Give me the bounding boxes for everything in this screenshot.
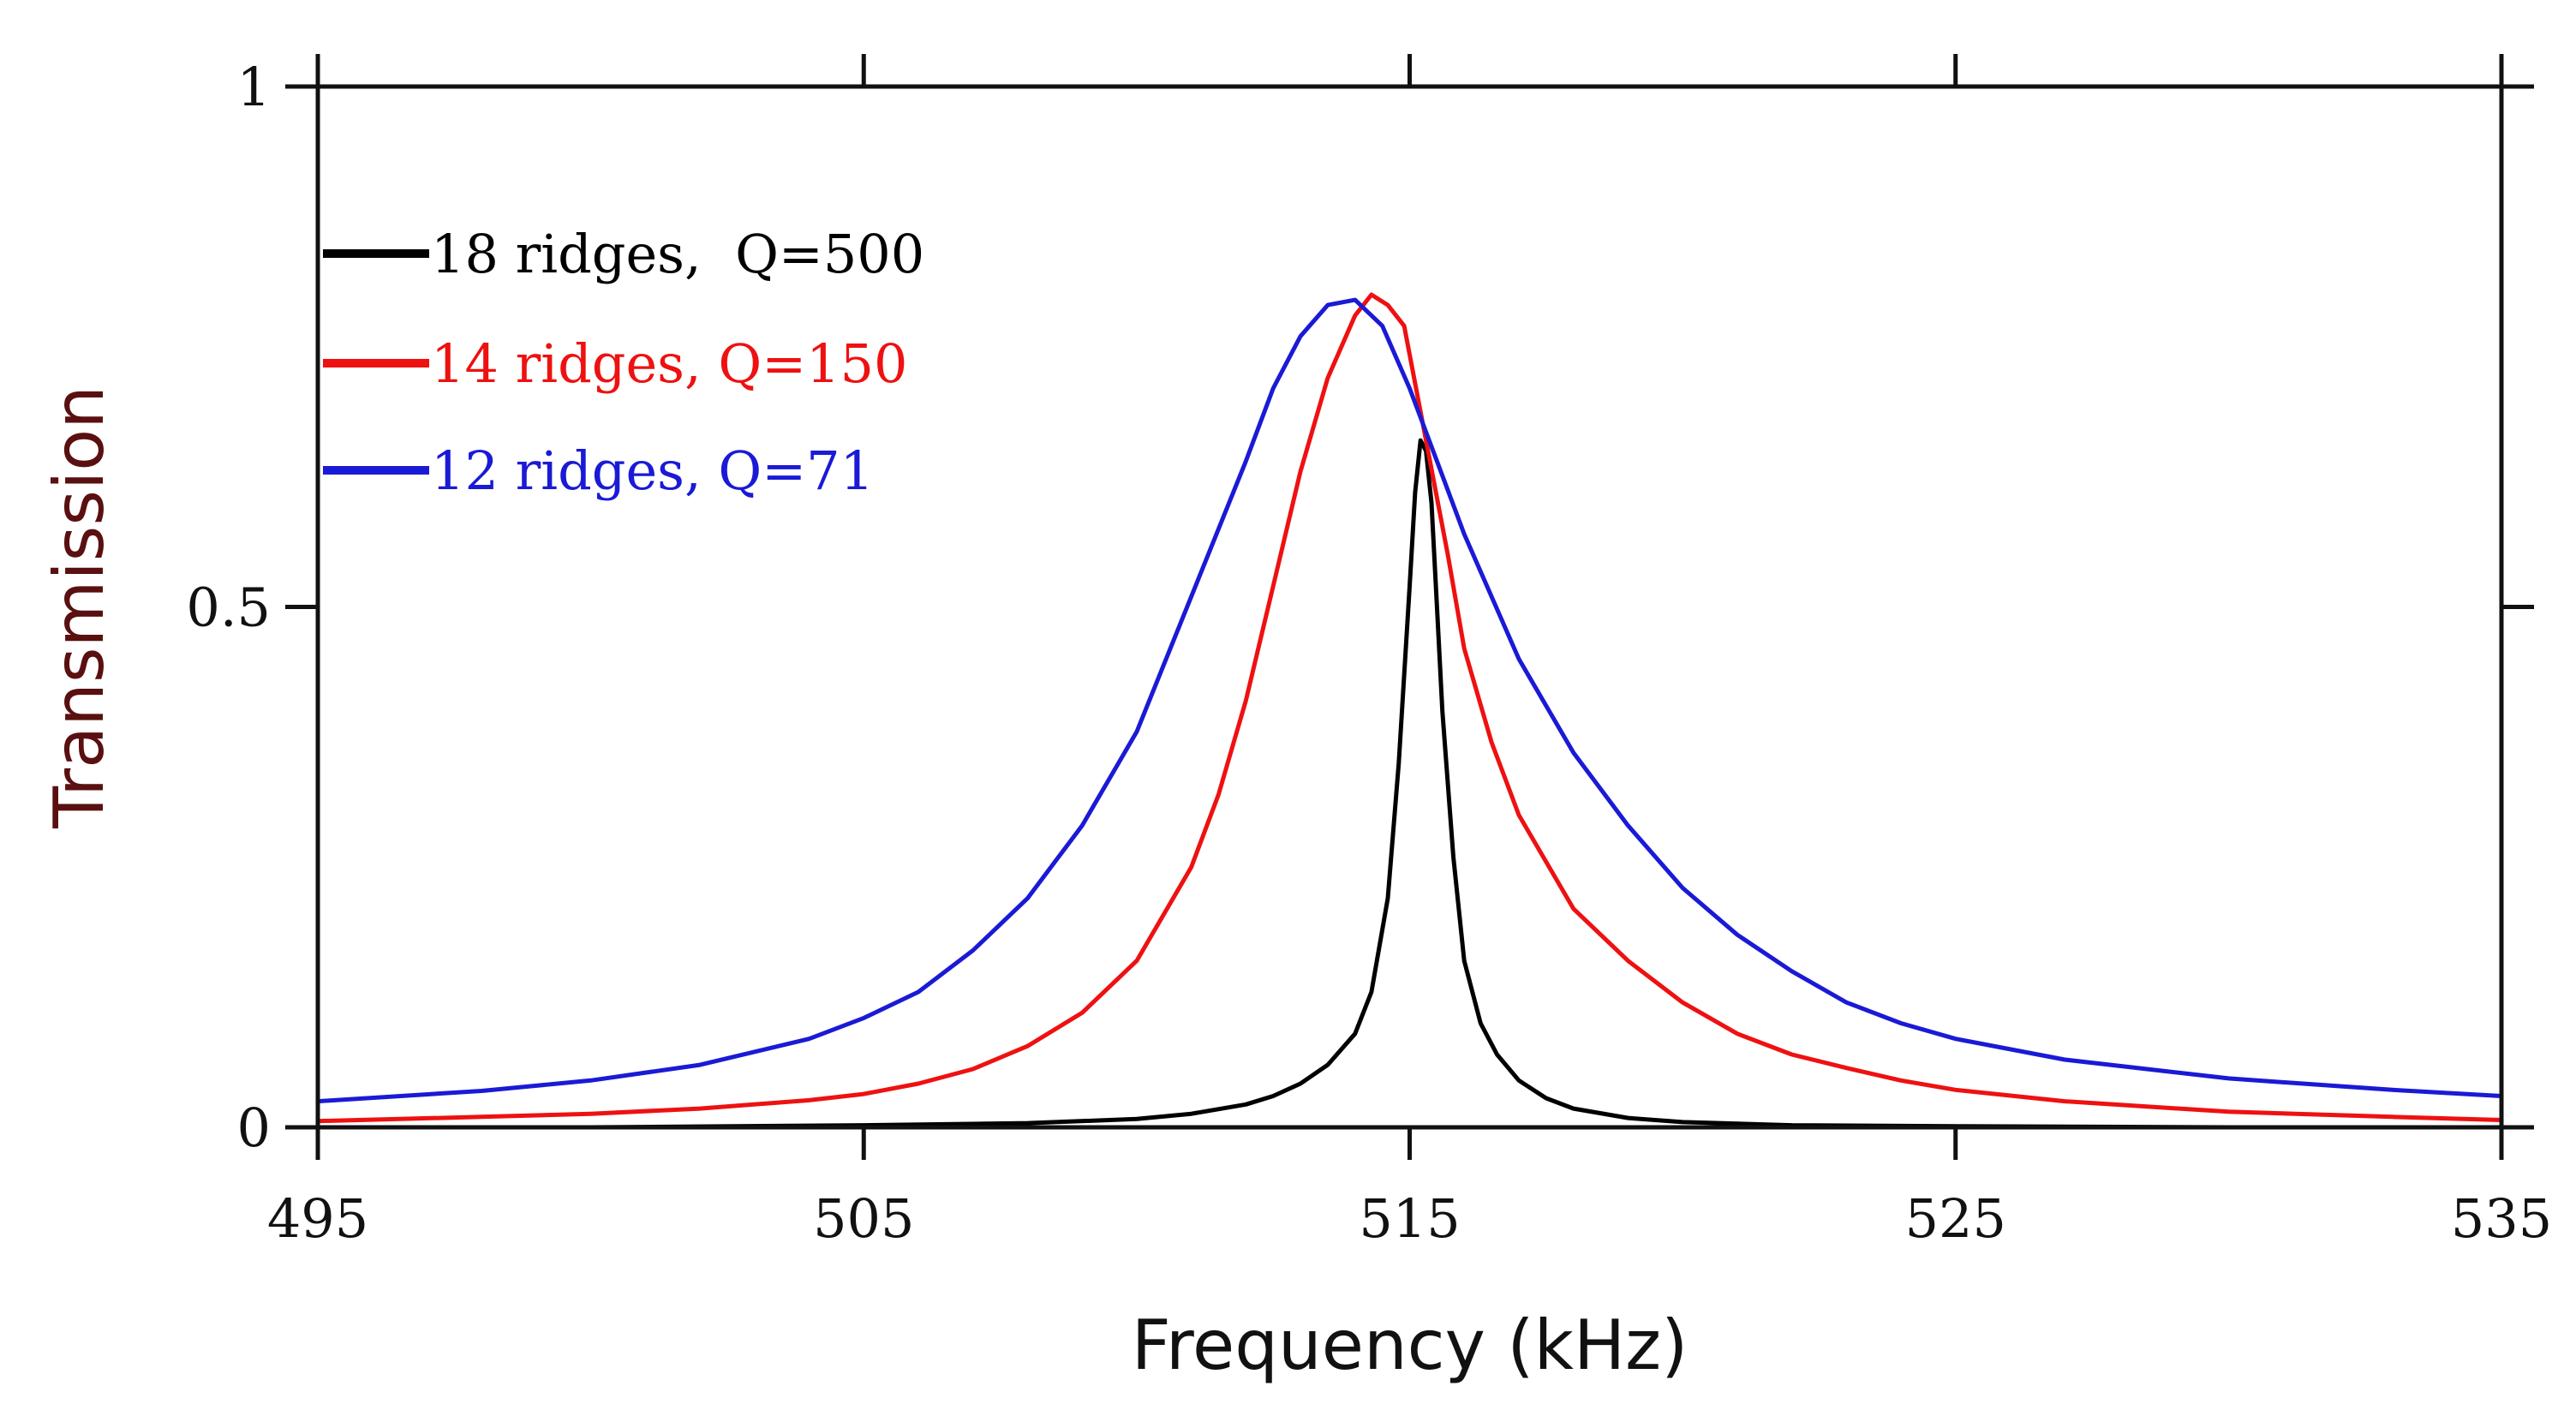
- series-line-1: [315, 438, 2504, 1130]
- y-tick-label-0: 0: [237, 1096, 271, 1159]
- x-tick-label-525: 525: [1905, 1187, 2006, 1250]
- x-tick-label-505: 505: [813, 1187, 914, 1250]
- series-line-2: [315, 292, 2504, 1124]
- y-tick-label-1: 0.5: [186, 577, 271, 639]
- legend: 18 ridges, Q=500 14 ridges, Q=150 12 ridge…: [323, 223, 924, 502]
- ticks-layer: 495 505 515 525 535 0 0.5 1: [186, 54, 2552, 1250]
- x-tick-label-495: 495: [267, 1187, 368, 1250]
- legend-label-2: 14 ridges, Q=150: [431, 332, 908, 395]
- y-tick-label-2: 1: [237, 56, 271, 118]
- legend-label-3: 12 ridges, Q=71: [431, 439, 874, 502]
- series-layer: [315, 292, 2504, 1130]
- legend-label-1: 18 ridges, Q=500: [431, 223, 924, 285]
- x-tick-label-535: 535: [2451, 1187, 2552, 1250]
- x-axis-title: Frequency (kHz): [1132, 1305, 1688, 1385]
- x-tick-label-515: 515: [1359, 1187, 1460, 1250]
- series-line-3: [315, 297, 2504, 1104]
- y-axis-title: Transmission: [39, 385, 119, 829]
